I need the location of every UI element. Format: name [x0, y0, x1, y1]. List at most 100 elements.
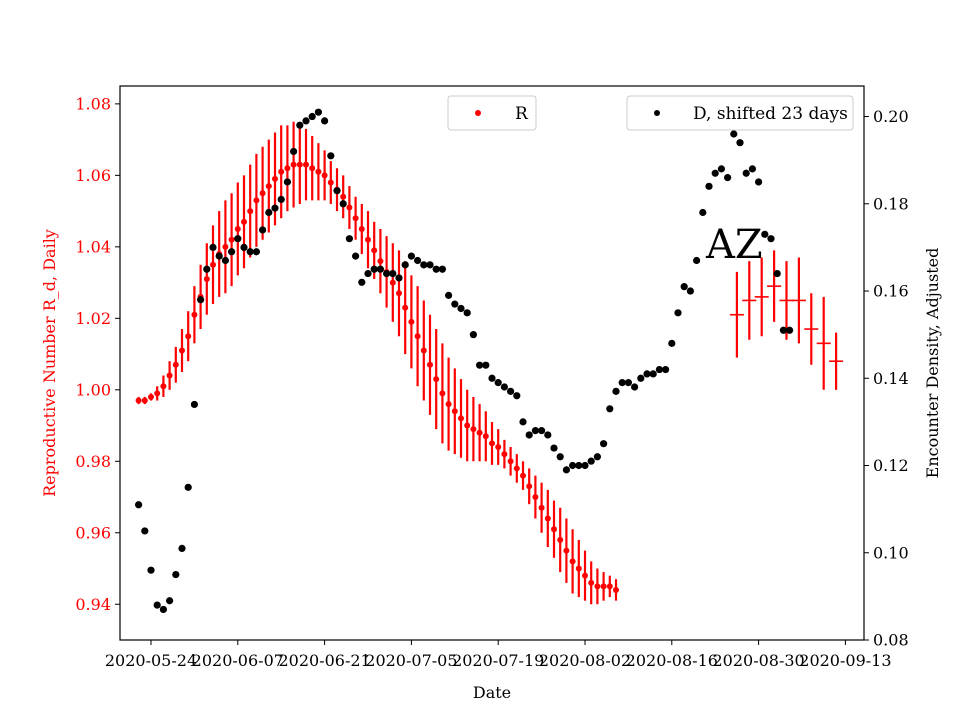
d-point [662, 365, 670, 374]
r-point [613, 586, 619, 593]
right-y-tick-label: 0.10 [873, 543, 909, 562]
d-point [575, 461, 583, 470]
r-point [557, 536, 564, 543]
legend-r: R [447, 95, 537, 131]
legend-d-label: D, shifted 23 days [693, 104, 848, 124]
d-point [761, 230, 769, 238]
d-point [314, 108, 322, 116]
r-point [439, 390, 446, 397]
r-point [501, 451, 508, 458]
d-point [147, 566, 155, 574]
x-tick-label: 2020-08-30 [712, 651, 804, 670]
right-y-tick-label: 0.12 [873, 456, 909, 475]
d-point [283, 178, 291, 186]
r-point [141, 397, 148, 404]
d-point [538, 427, 546, 435]
d-point [519, 418, 527, 426]
d-point [197, 296, 205, 304]
d-point [358, 278, 366, 286]
r-point [340, 193, 347, 200]
r-point [191, 311, 198, 318]
d-point [507, 387, 515, 395]
d-point [395, 274, 403, 282]
left-y-tick-label: 1.00 [75, 380, 111, 399]
d-point [376, 265, 384, 273]
r-series-layer [135, 121, 844, 605]
d-point [637, 374, 645, 382]
r-point [309, 165, 316, 172]
d-point [370, 265, 378, 273]
d-point [445, 291, 453, 299]
d-point [401, 261, 409, 269]
left-y-axis-title: Reproductive Number R_d, Daily [40, 229, 59, 497]
d-point [383, 269, 391, 278]
d-point [457, 304, 465, 313]
r-point [476, 429, 483, 436]
r-point [600, 583, 607, 590]
d-point [352, 252, 360, 260]
d-point [135, 501, 143, 509]
x-tick-label: 2020-07-05 [365, 651, 457, 670]
r-point [414, 333, 421, 340]
x-tick-label: 2020-07-19 [452, 651, 544, 670]
d-point [190, 400, 198, 409]
r-point [563, 547, 570, 554]
d-point [606, 405, 614, 413]
right-y-tick-label: 0.08 [873, 631, 909, 650]
d-point [141, 527, 149, 535]
d-point [755, 178, 763, 186]
d-point [172, 570, 180, 579]
r-point [470, 426, 477, 433]
r-point [482, 433, 489, 440]
d-point [699, 208, 707, 217]
r-point [377, 258, 384, 265]
d-point [680, 283, 688, 291]
x-axis: 2020-05-242020-06-072020-06-212020-07-05… [105, 640, 892, 670]
right-y-axis: 0.08 0.10 0.12 0.14 0.16 0.18 0.20 [864, 107, 909, 650]
r-point [594, 583, 601, 590]
r-point [346, 204, 353, 211]
r-point [327, 179, 334, 186]
d-point [569, 461, 577, 470]
r-point [272, 175, 278, 182]
d-point [494, 379, 502, 387]
d-point [476, 361, 484, 369]
r-point [420, 347, 427, 354]
d-point [631, 383, 639, 391]
d-point [296, 121, 304, 129]
r-point [408, 318, 415, 325]
r-point [544, 515, 551, 522]
r-point [582, 572, 588, 579]
r-point [284, 165, 291, 172]
d-point [221, 256, 229, 265]
r-point [222, 243, 229, 250]
legend-r-box [447, 95, 537, 131]
left-y-tick-label: 0.96 [75, 523, 111, 542]
d-point [166, 597, 174, 605]
d-point [686, 287, 695, 295]
d-point [277, 195, 285, 204]
r-point [321, 172, 328, 179]
d-point [333, 187, 341, 195]
d-point [389, 269, 397, 278]
r-point [532, 494, 539, 501]
x-tick-label: 2020-09-13 [799, 651, 891, 670]
r-point [253, 197, 260, 204]
d-point [426, 261, 434, 269]
d-point [228, 248, 236, 256]
d-point [717, 165, 726, 173]
d-point [655, 365, 664, 374]
legend-r-label: R [515, 104, 529, 124]
r-point [389, 279, 396, 286]
right-y-tick-label: 0.14 [873, 369, 909, 388]
d-point [252, 248, 260, 256]
r-point [210, 261, 216, 268]
x-tick-label: 2020-08-02 [539, 651, 631, 670]
d-point [550, 444, 558, 452]
d-point [321, 117, 329, 125]
d-point [271, 204, 279, 212]
d-series-layer [135, 108, 794, 614]
r-point [402, 304, 409, 311]
d-point [500, 383, 508, 391]
